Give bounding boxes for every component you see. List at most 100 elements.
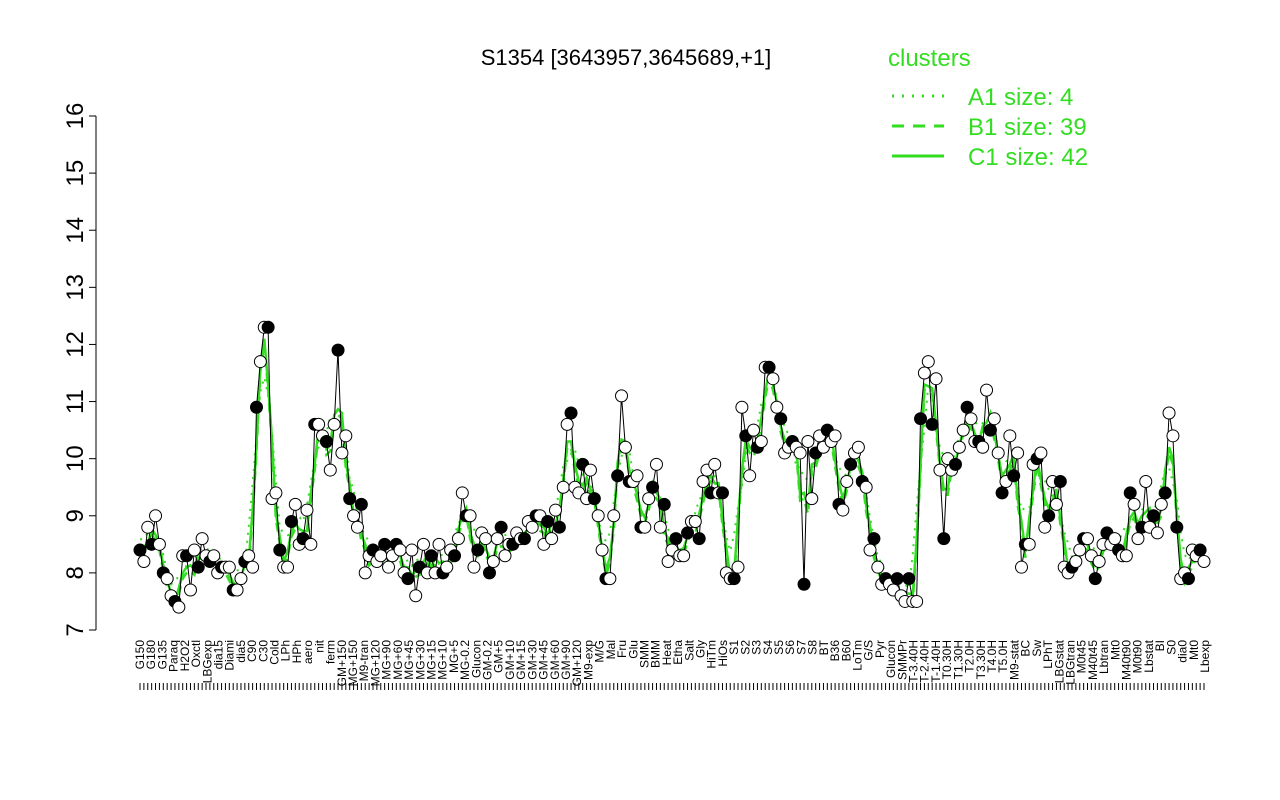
data-point [249, 400, 263, 414]
data-point [692, 532, 706, 546]
x-tick-label: MG-0.2 [458, 640, 472, 680]
data-point [335, 446, 349, 460]
data-point [463, 509, 477, 523]
x-tick-label: SMM [637, 640, 651, 668]
x-axis: G150G180G135ParaqH2O2OxctlLBGexpdia15Dia… [133, 639, 1212, 690]
data-point [1088, 572, 1102, 586]
data-point [479, 532, 493, 546]
x-tick-label: Lbexp [1198, 640, 1212, 673]
data-point [323, 463, 337, 477]
data-point [549, 503, 563, 517]
series-layer [133, 320, 1211, 614]
x-tick-label: Glucon [469, 640, 483, 678]
x-tick-label: Sw [1030, 640, 1044, 657]
data-point [482, 566, 496, 580]
x-tick-label: Lbtran [1097, 640, 1111, 674]
data-point [976, 440, 990, 454]
data-point [828, 429, 842, 443]
x-tick-label: GM+15 [514, 640, 528, 680]
x-tick-label: LoTm [850, 640, 864, 671]
x-tick-label: M40t90 [1120, 640, 1134, 680]
y-tick-label: 8 [62, 566, 89, 579]
x-tick-label: Salt [682, 639, 696, 660]
data-point [995, 486, 1009, 500]
data-point [261, 320, 275, 334]
data-point [1123, 486, 1137, 500]
data-point [642, 492, 656, 506]
x-tick-label: T1.30H [951, 640, 965, 679]
data-point [1034, 446, 1048, 460]
x-tick-label: S7 [794, 640, 808, 655]
data-point [432, 537, 446, 551]
data-point [657, 497, 671, 511]
data-point [160, 572, 174, 586]
data-point [871, 560, 885, 574]
data-point [669, 532, 683, 546]
x-tick-label: S5 [772, 640, 786, 655]
data-point [1108, 532, 1122, 546]
data-point [467, 560, 481, 574]
data-point [638, 520, 652, 534]
x-tick-label: M40t45 [1086, 640, 1100, 680]
x-tick-label: Fru [615, 640, 629, 658]
x-tick-label: S3 [750, 640, 764, 655]
x-tick-label: M/G [593, 640, 607, 663]
cluster-b1-line [138, 344, 1204, 612]
data-point [304, 537, 318, 551]
data-point [312, 417, 326, 431]
x-tick-label: C30 [256, 640, 270, 662]
x-tick-label: GM+150 [335, 640, 349, 687]
data-point [253, 355, 267, 369]
data-point [851, 440, 865, 454]
x-tick-label: MG+5 [447, 640, 461, 673]
x-tick-label: T3.30H [974, 640, 988, 679]
data-point [525, 520, 539, 534]
data-point [382, 560, 396, 574]
data-point [1131, 532, 1145, 546]
x-tick-label: T-2.40H [918, 640, 932, 683]
data-point [793, 446, 807, 460]
data-point [1073, 543, 1087, 557]
x-tick-label: Glucon [884, 640, 898, 678]
data-point [242, 549, 256, 563]
legend-label: C1 size: 42 [968, 144, 1088, 171]
chart-title: S1354 [3643957,3645689,+1] [481, 45, 772, 70]
x-tick-label: LBGexp [200, 640, 214, 684]
x-tick-label: Gly [694, 640, 708, 658]
data-point [890, 572, 904, 586]
data-point [288, 497, 302, 511]
data-point [560, 417, 574, 431]
x-tick-label: T4.0H [985, 640, 999, 673]
x-tick-label: Diami [223, 640, 237, 671]
data-point [611, 469, 625, 483]
x-tick-label: C90 [245, 640, 259, 662]
data-point [1014, 560, 1028, 574]
x-tick-label: Glu [626, 640, 640, 659]
x-tick-label: T5.0H [996, 640, 1010, 673]
x-tick-label: Mal [604, 640, 618, 659]
data-point [1150, 526, 1164, 540]
data-point [273, 543, 287, 557]
data-point [440, 560, 454, 574]
data-point [545, 532, 559, 546]
data-point [409, 589, 423, 603]
data-point [498, 549, 512, 563]
x-tick-label: T-1.40H [929, 640, 943, 683]
data-point [747, 423, 761, 437]
data-point [269, 486, 283, 500]
data-point [191, 560, 205, 574]
data-point [696, 475, 710, 489]
data-point [183, 583, 197, 597]
data-point [1119, 549, 1133, 563]
data-point [774, 412, 788, 426]
x-tick-label: B60 [839, 640, 853, 662]
x-tick-label: MG+15 [424, 640, 438, 680]
data-point [859, 480, 873, 494]
x-tick-label: aero [301, 640, 315, 664]
x-tick-label: Lbstat [1142, 639, 1156, 672]
y-tick-label: 11 [62, 389, 89, 414]
x-tick-label: MG+90 [380, 640, 394, 680]
data-point [1092, 554, 1106, 568]
x-tick-label: S4 [761, 640, 775, 655]
